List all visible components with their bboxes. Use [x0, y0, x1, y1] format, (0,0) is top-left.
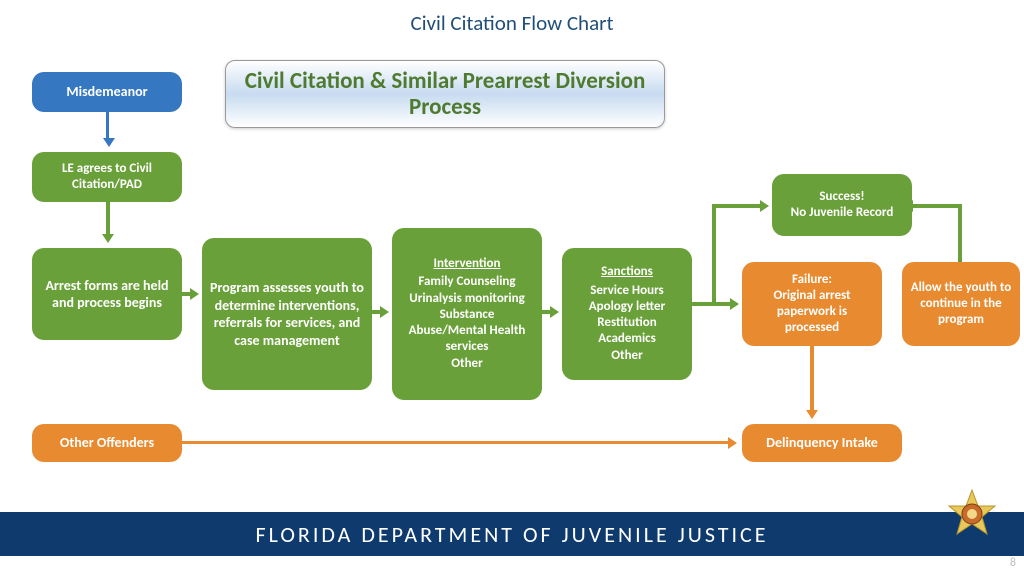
arrow-sanct-to-branch-seg [712, 204, 716, 306]
node-sanctions: Sanctions Service HoursApology letterRest… [562, 248, 692, 380]
node-sanctions-line: Service Hours [589, 283, 665, 299]
footer-bar: FLORIDA DEPARTMENT OF JUVENILE JUSTICE [0, 512, 1024, 556]
arrow-le-to-arrest-seg [106, 202, 110, 236]
arrow-branch-mid-to-fail-head [730, 298, 739, 310]
arrow-allow-loop-up-seg [912, 204, 962, 208]
arrow-fail-to-delinq-head [806, 410, 818, 419]
banner-text: Civil Citation & Similar Prearrest Diver… [226, 68, 664, 121]
node-intervention-line: Other [400, 356, 534, 372]
arrow-branch-mid-to-fail-seg [712, 302, 732, 306]
arrow-program-to-interv-head [380, 306, 389, 318]
arrow-allow-loop-up-seg [958, 204, 962, 262]
node-le_agrees: LE agrees to Civil Citation/PAD [32, 152, 182, 202]
arrow-branch-up-to-success-head [760, 200, 769, 212]
node-sanctions-line: Restitution [589, 315, 665, 331]
arrow-arrest-to-program-head [190, 288, 199, 300]
arrow-otheroff-to-delinq-head [728, 437, 737, 449]
node-sanctions-heading: Sanctions [601, 264, 653, 280]
arrow-misdemeanor-to-le-seg [106, 112, 109, 140]
node-intervention: Intervention Family CounselingUrinalysis … [392, 228, 542, 400]
footer-text: FLORIDA DEPARTMENT OF JUVENILE JUSTICE [255, 521, 768, 548]
node-delinquency: Delinquency Intake [742, 424, 902, 462]
arrow-fail-to-delinq-seg [810, 346, 814, 412]
node-intervention-heading: Intervention [434, 256, 501, 272]
process-banner: Civil Citation & Similar Prearrest Diver… [225, 60, 665, 128]
node-allow: Allow the youth to continue in the progr… [902, 262, 1020, 346]
node-intervention-line: Family Counseling [400, 274, 534, 290]
node-failure: Failure:Original arrest paperwork is pro… [742, 262, 882, 346]
node-misdemeanor: Misdemeanor [32, 72, 182, 112]
node-intervention-line: Urinalysis monitoring [400, 291, 534, 307]
node-sanctions-line: Academics [589, 331, 665, 347]
dept-badge-icon [944, 488, 1000, 544]
node-program: Program assesses youth to determine inte… [202, 238, 372, 390]
node-sanctions-line: Other [589, 348, 665, 364]
node-other_off: Other Offenders [32, 424, 182, 462]
arrow-otheroff-to-delinq-seg [182, 441, 730, 444]
node-intervention-line: Substance Abuse/Mental Health services [400, 307, 534, 356]
arrow-le-to-arrest-head [102, 234, 114, 243]
node-success: Success!No Juvenile Record [772, 174, 912, 236]
arrow-misdemeanor-to-le-head [103, 138, 115, 147]
page-title: Civil Citation Flow Chart [0, 10, 1024, 36]
arrow-allow-loop-up-head [904, 200, 913, 212]
arrow-interv-to-sanct-head [550, 306, 559, 318]
page-number: 8 [1010, 556, 1016, 570]
arrow-branch-up-to-success-seg [712, 204, 762, 208]
node-arrest_forms: Arrest forms are held and process begins [32, 248, 182, 340]
node-sanctions-line: Apology letter [589, 299, 665, 315]
